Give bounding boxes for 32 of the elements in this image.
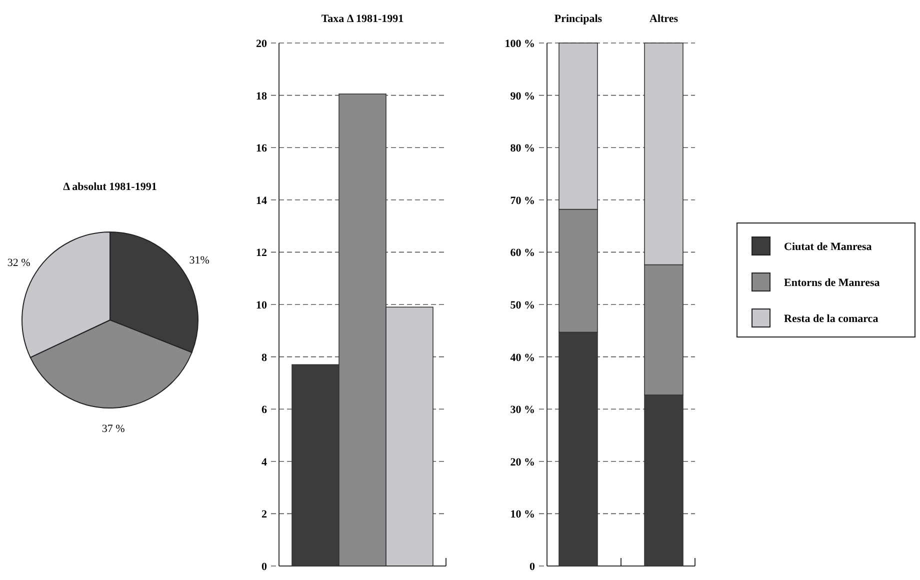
data-label: 31% xyxy=(189,254,210,266)
y-tick-label: 2 xyxy=(262,508,268,521)
y-tick-label: 18 xyxy=(256,90,268,102)
y-tick-label: 10 % xyxy=(510,508,535,521)
y-tick-label: 70 % xyxy=(510,194,535,207)
y-tick-label: 90 % xyxy=(510,90,535,102)
y-tick-label: 0 xyxy=(530,561,536,573)
y-tick-label: 8 xyxy=(262,352,268,364)
y-tick-label: 10 xyxy=(256,300,268,312)
y-tick-label: 20 % xyxy=(510,456,535,468)
chart-title: Taxa Δ 1981-1991 xyxy=(321,13,404,25)
legend-label: Resta de la comarca xyxy=(784,313,879,325)
y-tick-label: 0 xyxy=(262,561,268,573)
y-tick-label: 14 xyxy=(256,194,268,207)
x-tick-label: Altres xyxy=(650,13,679,25)
data-label: 32 % xyxy=(7,257,30,270)
y-tick-label: 6 xyxy=(262,404,268,416)
y-tick-label: 12 xyxy=(256,247,268,260)
y-tick-label: 20 xyxy=(256,38,268,50)
y-tick-label: 40 % xyxy=(510,352,535,364)
y-tick-label: 30 % xyxy=(510,404,535,416)
y-tick-label: 100 % xyxy=(504,38,535,50)
chart-title: Δ absolut 1981-1991 xyxy=(63,181,157,193)
x-tick-label: Principals xyxy=(554,13,603,25)
y-tick-label: 80 % xyxy=(510,142,535,155)
y-tick-label: 50 % xyxy=(510,300,535,312)
y-tick-label: 4 xyxy=(262,456,268,468)
y-tick-label: 16 xyxy=(256,142,268,155)
y-tick-label: 60 % xyxy=(510,247,535,260)
legend-label: Ciutat de Manresa xyxy=(784,241,872,253)
legend-label: Entorns de Manresa xyxy=(784,277,880,289)
data-label: 37 % xyxy=(102,422,125,435)
